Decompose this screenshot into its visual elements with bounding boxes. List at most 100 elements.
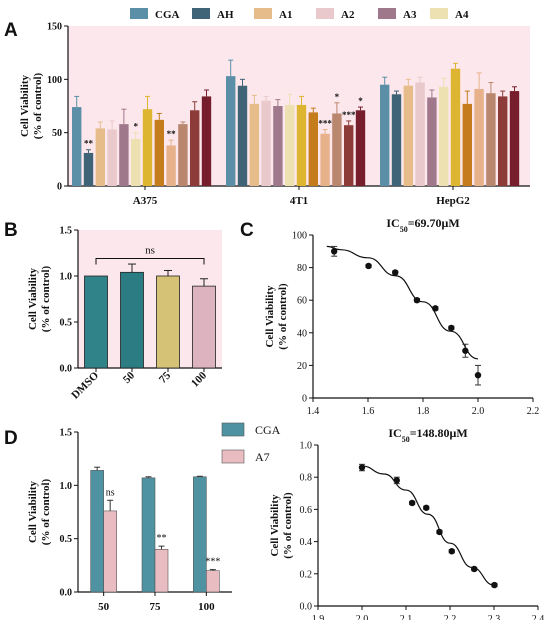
bar-a8 — [332, 113, 342, 186]
data-point-c — [432, 305, 439, 312]
bar-a4 — [285, 104, 295, 186]
y-label-a-1: (% of control) — [32, 72, 44, 139]
bar-ah — [83, 152, 94, 186]
fit-curve-c — [326, 245, 479, 360]
x-tick-label-d: 2.0 — [356, 614, 369, 620]
legend-swatch-d-a7 — [221, 449, 245, 464]
bar-d-cga — [90, 470, 104, 593]
chart-a: 0 50 100 150 Cell Viability (% of control) A37… — [19, 22, 530, 207]
panel-letter-d: D — [4, 428, 18, 449]
y-tick-label-c: 0 — [302, 394, 307, 405]
significance-mark: * — [358, 96, 363, 106]
x-tick-label-d: 2.3 — [488, 614, 501, 620]
bar-a6 — [154, 119, 164, 186]
y-tick-label-d: 0.8 — [300, 473, 313, 484]
y-tick-label-b: 0.0 — [60, 364, 73, 375]
data-point-c — [365, 262, 372, 270]
bar-b — [156, 275, 180, 369]
data-point-d — [358, 464, 366, 471]
y-label-b-1: (% of control) — [40, 265, 52, 332]
bar-cga — [72, 107, 82, 186]
legend-swatch-a2 — [316, 8, 334, 19]
bar-a1 — [249, 103, 259, 186]
x-tick-label-d: 1.9 — [312, 614, 325, 620]
y-label-a-0: Cell Viability — [19, 74, 31, 137]
y-tick-label-c: 80 — [297, 263, 307, 274]
data-point-d — [423, 504, 430, 511]
y-label-d-0: Cell Viability — [269, 494, 281, 557]
ic50-title-c: IC50=69.70μM — [386, 216, 459, 234]
significance-mark: *** — [205, 557, 220, 568]
bar-a9 — [498, 96, 508, 186]
bar-a4 — [439, 86, 449, 186]
y-tick-label-c: 20 — [297, 361, 307, 372]
data-point-d — [408, 499, 416, 507]
legend-label-a1: A1 — [279, 9, 292, 21]
significance-mark: * — [133, 122, 138, 132]
ic50-title-d: IC50=148.80μM — [388, 426, 467, 444]
chart-d-curve: 0.0 0.2 0.4 0.6 0.8 1.0 1.9 2.0 2.1 2.2 2.3 2.4 Cell… — [269, 426, 544, 620]
ic50-title-part: 50 — [402, 435, 410, 444]
bar-a1 — [95, 128, 105, 186]
y-tick-label-a: 100 — [47, 75, 62, 86]
x-tick-label-c: 2.2 — [527, 406, 540, 417]
chart-b: 0.0 0.5 1.0 1.5 Cell Viability (% of control)… — [27, 226, 222, 401]
y-tick-label-d: 0.0 — [60, 588, 73, 599]
bar-d-cga — [141, 477, 156, 593]
significance-bracket — [95, 258, 205, 265]
x-tick-label-c: 1.6 — [362, 406, 375, 417]
legend-label-cga: CGA — [155, 9, 180, 21]
significance-mark: * — [335, 92, 340, 102]
y-tick-label-b: 1.5 — [60, 226, 73, 237]
category-label-b: 100 — [189, 369, 210, 390]
x-tick-label-d: 2.1 — [400, 614, 413, 620]
category-label-b: 50 — [121, 369, 138, 386]
x-tick-label-c: 1.4 — [307, 406, 320, 417]
y-tick-label-d: 0.5 — [60, 534, 73, 545]
bar-a10 — [201, 96, 212, 186]
data-point-c — [474, 371, 482, 379]
bar-d-a7 — [206, 570, 220, 593]
bar-a5 — [296, 104, 307, 186]
legend-swatch-cga — [130, 8, 148, 19]
bar-a8 — [486, 93, 496, 186]
y-label-d-bar-1: (% of control) — [40, 478, 52, 545]
bar-a2 — [107, 129, 117, 186]
bar-a5 — [142, 109, 153, 186]
significance-mark: *** — [342, 110, 356, 120]
legend-swatch-ah — [192, 8, 210, 19]
category-label-a: HepG2 — [436, 195, 470, 207]
bar-a5 — [450, 68, 461, 186]
data-point-d — [393, 477, 400, 484]
bar-a8 — [178, 124, 188, 186]
x-tick-label-d: 2.2 — [444, 614, 457, 620]
category-label-d: 75 — [150, 601, 162, 613]
bar-a4 — [131, 139, 141, 186]
y-tick-label-c: 40 — [297, 328, 307, 339]
bar-a9 — [344, 125, 354, 186]
data-point-c — [392, 269, 399, 276]
y-label-b-0: Cell Viability — [27, 267, 39, 330]
data-point-c — [330, 248, 338, 255]
data-point-d — [471, 565, 478, 573]
category-label-a: A375 — [133, 195, 158, 207]
ic50-title-part: IC — [388, 426, 401, 440]
data-point-d — [448, 548, 455, 555]
legend-label-a2: A2 — [341, 9, 355, 21]
y-tick-label-d: 1.0 — [60, 481, 73, 492]
bar-a2 — [261, 100, 271, 186]
bar-cga — [226, 76, 236, 186]
y-label-d-bar-0: Cell Viability — [27, 480, 39, 543]
y-tick-label-d: 0.6 — [300, 505, 313, 516]
category-label-d: 100 — [198, 601, 215, 613]
data-point-d — [436, 528, 443, 536]
bar-d-a7 — [154, 549, 169, 593]
y-tick-label-c: 100 — [292, 231, 307, 242]
legend-label-d-a7: A7 — [255, 450, 270, 464]
y-label-d-1: (% of control) — [282, 492, 294, 559]
bar-d-a7 — [103, 510, 117, 593]
ic50-title-part: =148.80μM — [410, 426, 468, 440]
y-label-c-1: (% of control) — [277, 283, 289, 350]
data-point-d — [491, 581, 498, 589]
